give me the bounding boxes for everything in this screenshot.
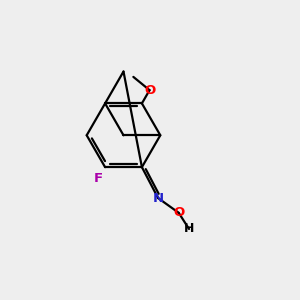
Text: O: O [144, 84, 155, 97]
Text: O: O [173, 206, 184, 219]
Text: F: F [94, 172, 103, 185]
Text: H: H [184, 223, 194, 236]
Text: N: N [152, 192, 164, 205]
